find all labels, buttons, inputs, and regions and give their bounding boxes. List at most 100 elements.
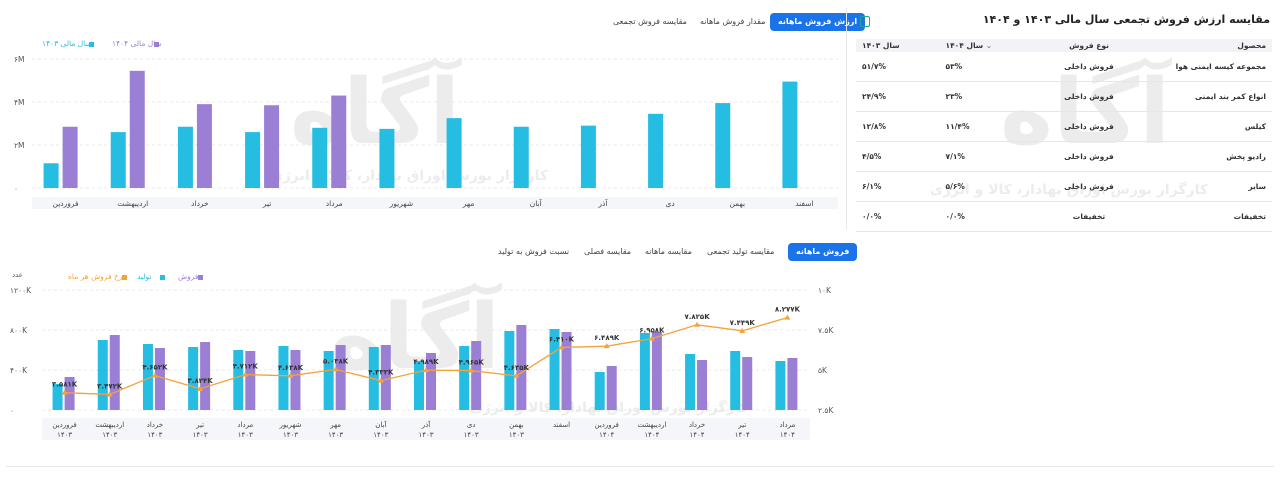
tab-cumulative-production[interactable]: مقایسه تولید تجمعی [707, 247, 775, 256]
x-axis-band [32, 197, 838, 209]
x-tick-label: شهریور ۱۴۰۳ [279, 421, 302, 439]
tab-seasonal-comparison[interactable]: مقایسه فصلی [584, 247, 632, 256]
y-tick-label: ۲M [14, 141, 25, 150]
y-tick-label: ۴M [14, 98, 25, 107]
rate-data-label: ۳.۸۲۴K [188, 377, 214, 385]
x-tick-label: مرداد ۱۴۰۳ [237, 421, 253, 439]
x-tick-label: اردیبهشت [117, 199, 148, 208]
y-tick-label: ۰ [14, 184, 18, 193]
x-tick-label: شهریور [389, 199, 413, 208]
tab-cumulative-sales-comparison[interactable]: مقایسه فروش تجمعی [613, 17, 687, 26]
y-right-tick-label: ۱۰K [818, 286, 832, 295]
y-left-tick-label: ۰ [10, 406, 14, 415]
col-sale-type[interactable]: نوع فروش [1038, 39, 1140, 52]
x-tick-label: خرداد [191, 199, 209, 208]
y-tick-label: ۶M [14, 55, 25, 64]
sort-chevron-down-icon[interactable]: ⌄ [983, 41, 993, 50]
rate-point [694, 321, 701, 327]
tab-monthly-sales[interactable]: فروش ماهانه [788, 243, 858, 261]
x-tick-label: خرداد ۱۴۰۳ [147, 421, 163, 439]
bar-1403 [513, 126, 529, 188]
cell-sale-type: فروش داخلی [1038, 111, 1140, 142]
rate-point [377, 377, 384, 383]
tab-monthly-sales-quantity[interactable]: مقدار فروش ماهانه [700, 17, 766, 26]
x-tick-label: فروردین [53, 199, 80, 208]
bar-sales [380, 345, 391, 410]
rate-point [739, 327, 746, 333]
cell-year-1403: ۴/۵% [856, 141, 940, 172]
y-right-tick-label: ۵K [818, 366, 828, 375]
col-year-1403[interactable]: سال ۱۴۰۳ [856, 39, 940, 52]
rate-data-label: ۶.۹۵۸K [639, 327, 665, 335]
panel-title: مقایسه ارزش فروش تجمعی سال مالی ۱۴۰۳ و ۱… [982, 13, 1270, 26]
cell-sale-type: فروش داخلی [1038, 141, 1140, 172]
rate-point [423, 367, 429, 373]
legend-marker-sales [198, 275, 203, 280]
bar-production [233, 350, 244, 410]
bar-1404 [196, 104, 212, 188]
y-left-tick-label: ۱۲۰۰K [10, 286, 32, 295]
bar-1403 [715, 103, 731, 188]
cell-year-1403: ۶/۱% [856, 171, 940, 202]
bar-sales [516, 325, 527, 410]
rate-point [558, 344, 565, 350]
bar-1404 [62, 126, 78, 188]
bar-production [414, 361, 424, 410]
bar-1404 [129, 70, 145, 188]
x-tick-label: مهر ۱۴۰۳ [328, 421, 343, 439]
x-tick-label: بهمن [729, 199, 745, 208]
y-right-tick-label: ۲.۵K [818, 406, 834, 415]
cell-year-1404: ۱۱/۴% [939, 111, 1038, 142]
export-icon[interactable] [860, 16, 870, 27]
cell-sale-type: فروش داخلی [1038, 171, 1140, 202]
bar-sales [606, 366, 617, 410]
cell-product: مجموعه کیسه ایمنی هوا [1140, 52, 1272, 82]
bar-1403 [648, 113, 664, 188]
bottom-monthly-sales-chart: ۰ ۴۰۰K ۸۰۰K ۱۲۰۰K ۲.۵K ۵K ۷.۵K ۱۰K فروردین ۱۴۰۳ ار… [10, 286, 834, 440]
x-tick-label: آذر [597, 198, 608, 208]
cell-year-1403: ۱۲/۸% [856, 111, 940, 142]
rate-point [648, 335, 655, 341]
bar-sales [154, 348, 165, 410]
bar-sales [290, 350, 301, 410]
x-tick-label: آذر ۱۴۰۳ [418, 420, 433, 439]
bar-1403 [110, 132, 126, 188]
bar-1403 [43, 163, 59, 188]
bar-1403 [782, 81, 798, 188]
legend-marker-rate [122, 275, 127, 280]
rate-data-label: ۸.۲۷۷K [775, 306, 801, 314]
bar-sales [245, 351, 256, 410]
rate-data-label: ۶.۴۱۰K [549, 335, 575, 343]
legend-marker-production [160, 275, 165, 280]
rate-data-label: ۳.۴۷۲K [97, 382, 123, 390]
x-tick-label: مرداد ۱۴۰۴ [780, 421, 796, 439]
col-product[interactable]: محصول [1140, 39, 1272, 52]
bar-production [594, 372, 605, 410]
y-left-tick-label: ۸۰۰K [10, 326, 28, 335]
x-tick-label: اسفند [553, 421, 570, 429]
tab-monthly-sales-value[interactable]: ارزش فروش ماهانه [770, 13, 866, 31]
tab-sales-to-production-ratio[interactable]: نسبت فروش به تولید [498, 247, 570, 256]
x-tick-label: خرداد ۱۴۰۴ [689, 421, 705, 439]
x-tick-label: اسفند [795, 199, 813, 208]
table-header-row: محصول نوع فروش ⌄ سال ۱۴۰۴ سال ۱۴۰۳ [856, 39, 1272, 52]
table-row: انواع کمر بند ایمنی فروش داخلی ۲۳% ۲۴/۹% [856, 81, 1272, 112]
x-tick-label: تیر ۱۴۰۳ [193, 421, 208, 439]
rate-data-label: ۴.۷۱۲K [233, 363, 259, 371]
legend-label-1403: سال مالی ۱۴۰۳ [42, 39, 92, 48]
col-year-1404[interactable]: ⌄ سال ۱۴۰۴ [939, 39, 1038, 52]
rate-data-label: ۴.۳۳۳K [368, 369, 394, 377]
bar-sales [471, 341, 482, 410]
x-tick-label: مرداد [326, 199, 343, 208]
comparison-table: محصول نوع فروش ⌄ سال ۱۴۰۴ سال ۱۴۰۳ مجموع… [856, 39, 1272, 232]
rate-data-label: ۴.۹۶۵K [459, 359, 485, 367]
bar-sales [742, 357, 753, 410]
x-axis-band [42, 418, 810, 440]
rate-point [513, 372, 520, 378]
tab-monthly-comparison[interactable]: مقایسه ماهانه [645, 247, 692, 256]
bar-sales [561, 332, 572, 410]
bar-1403 [446, 118, 462, 188]
bar-sales [335, 345, 346, 410]
table-row: رادیو پخش فروش داخلی ۷/۱% ۴/۵% [856, 141, 1272, 172]
legend-label-sales: فروش [178, 272, 199, 281]
